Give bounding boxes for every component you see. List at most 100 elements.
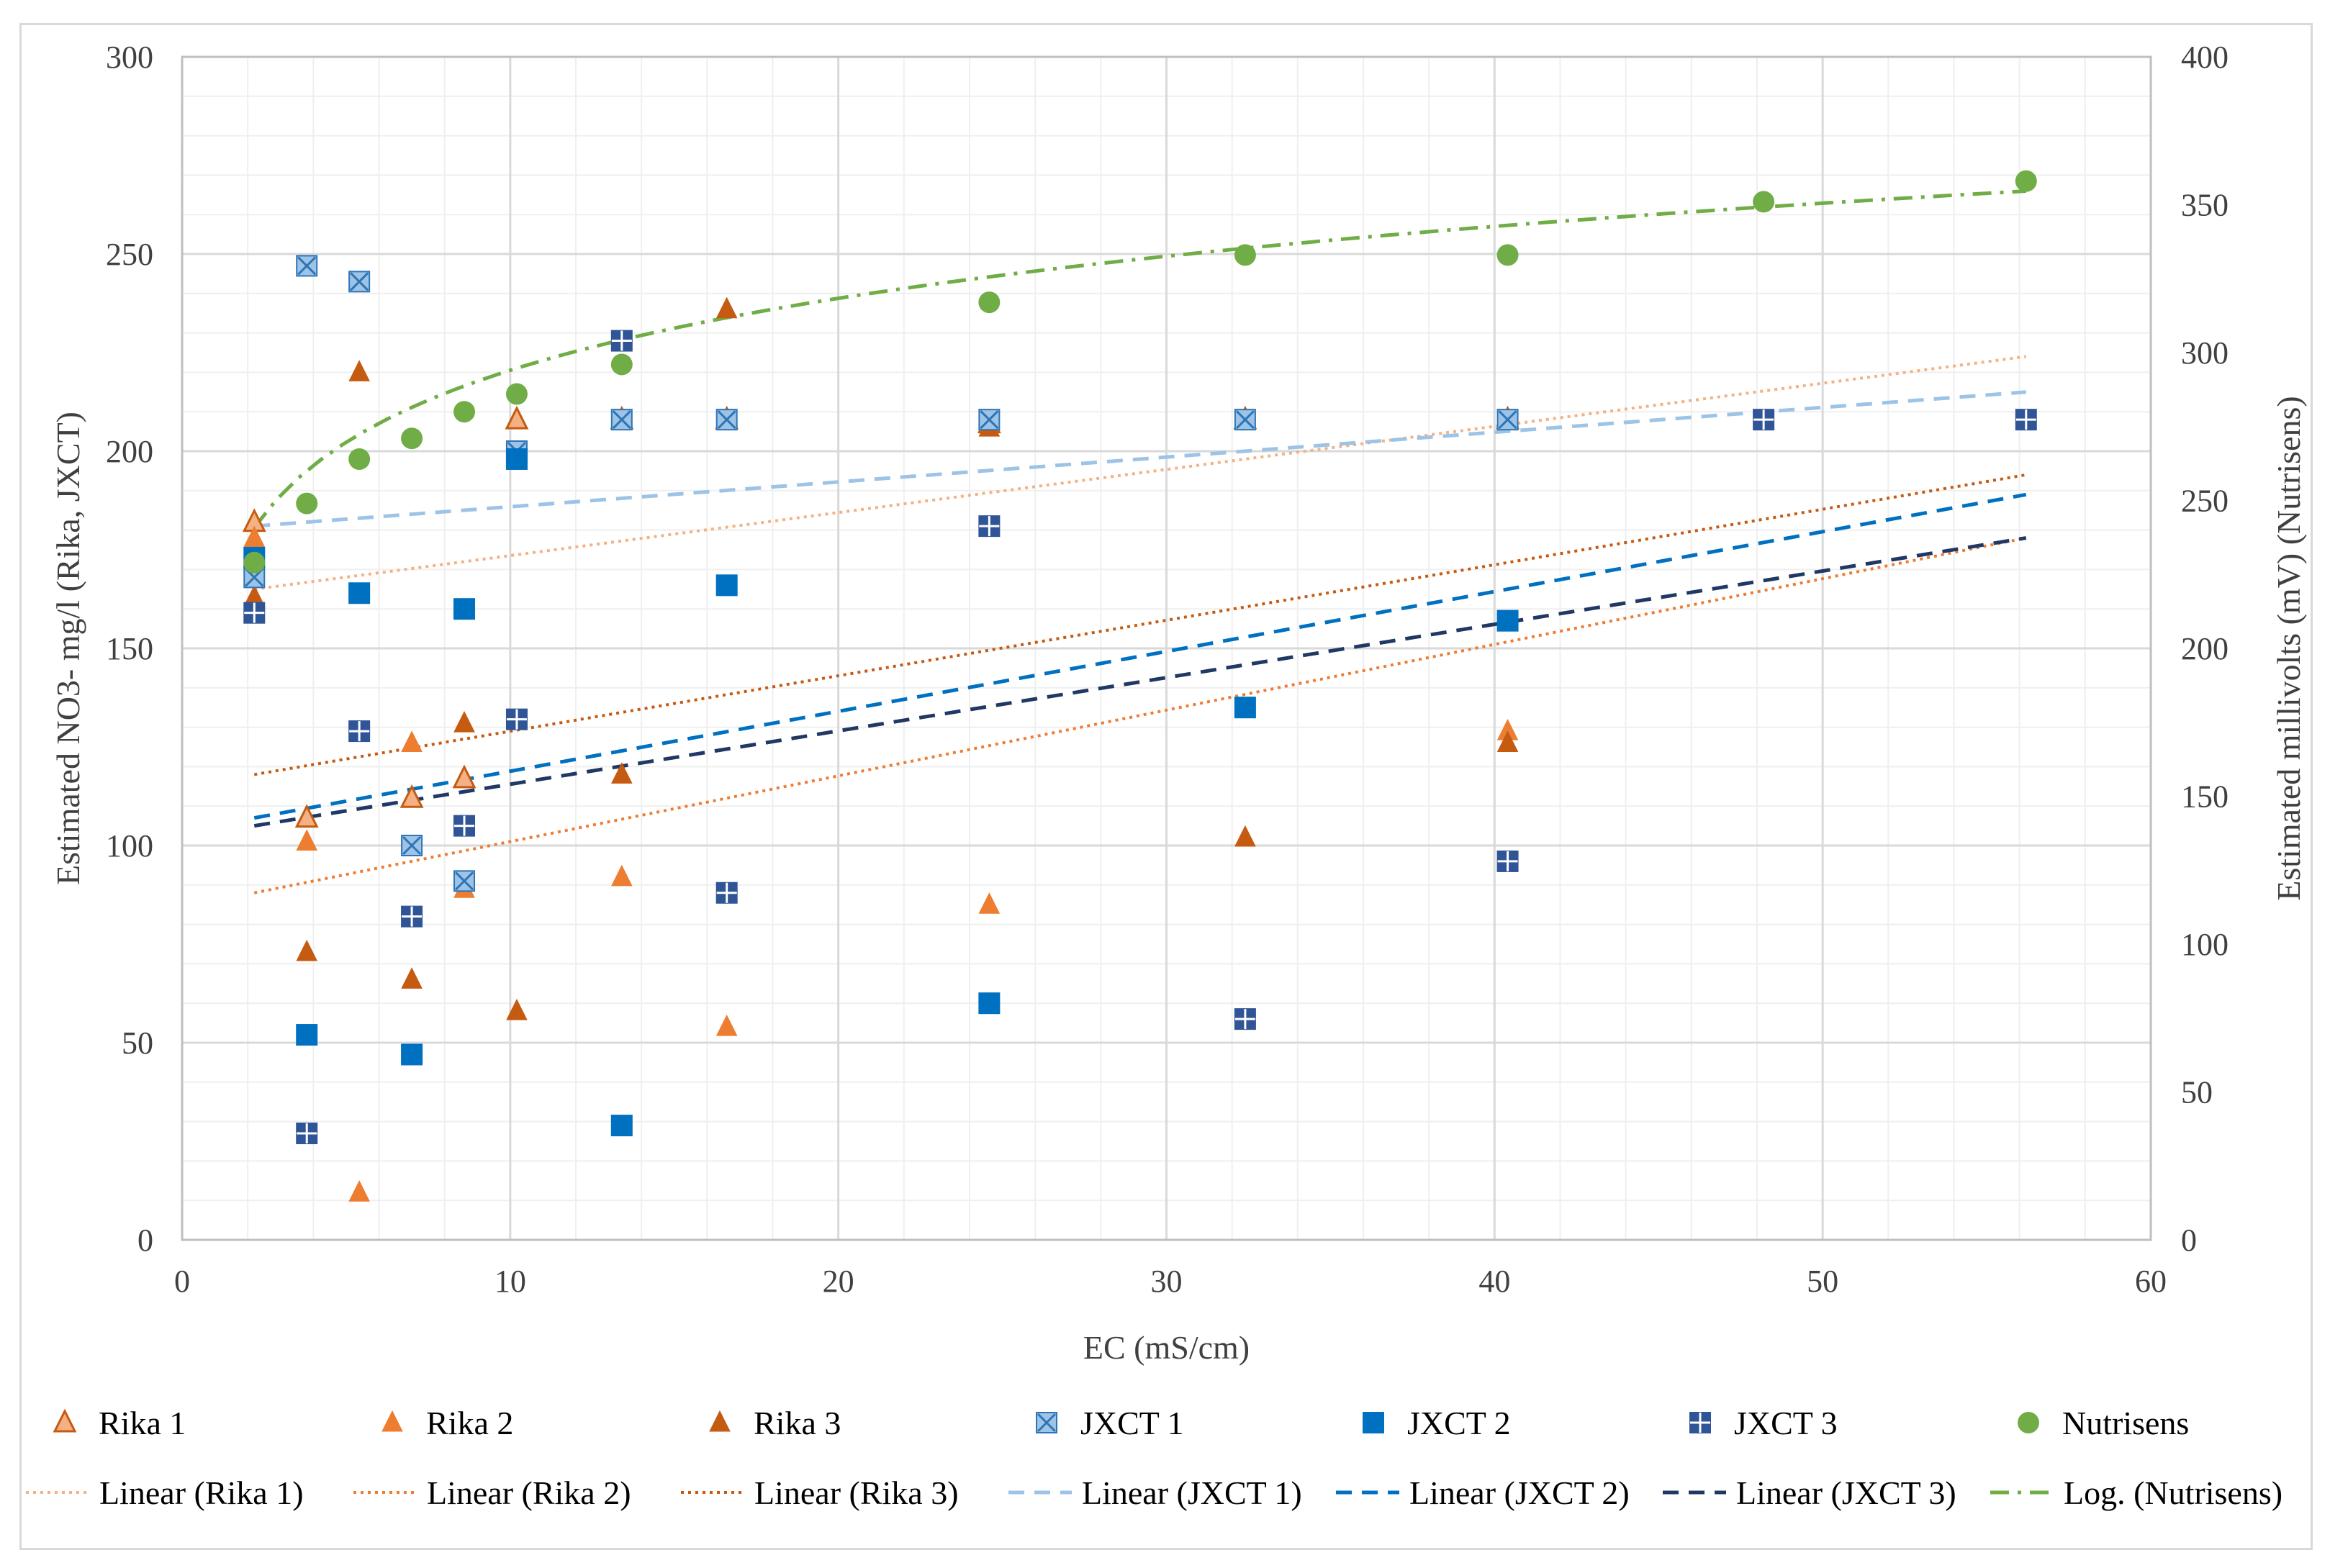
y-tick-label: 0 bbox=[137, 1223, 153, 1258]
point-rika-3-7 bbox=[611, 762, 633, 784]
legend-label-6: JXCT 3 bbox=[1734, 1405, 1838, 1441]
point-rika-1-5 bbox=[505, 405, 529, 430]
point-jxct-2-11 bbox=[1496, 609, 1519, 632]
point-nutrisens-11 bbox=[1753, 191, 1775, 213]
point-nutrisens-9 bbox=[1234, 244, 1256, 266]
point-rika-2-8 bbox=[978, 892, 1001, 914]
point-jxct-3-5-plus bbox=[454, 815, 475, 836]
legend-label-3: Rika 3 bbox=[754, 1405, 841, 1441]
point-jxct-1-3-cross bbox=[350, 272, 369, 291]
point-rika-2-4 bbox=[401, 730, 423, 753]
y-tick-label: 100 bbox=[106, 828, 153, 864]
point-nutrisens-12 bbox=[2015, 170, 2037, 192]
point-nutrisens-6 bbox=[505, 383, 528, 405]
trendline-6 bbox=[253, 536, 2027, 828]
legend-label-4: JXCT 1 bbox=[1080, 1405, 1184, 1441]
legend-marker-6 bbox=[1689, 1412, 1711, 1433]
x-tick-label: 0 bbox=[174, 1264, 190, 1299]
y2-tick-label: 300 bbox=[2181, 335, 2229, 371]
point-jxct-1-2 bbox=[296, 255, 318, 277]
point-jxct-3-8-plus bbox=[716, 882, 737, 903]
trendline-2 bbox=[253, 536, 2027, 894]
legend-trend-label-3: Linear (Rika 3) bbox=[754, 1474, 959, 1511]
point-jxct-1-7 bbox=[610, 409, 633, 431]
legend: Rika 1 Rika 2 Rika 3 JXCT 1 JXCT 2 JXCT 3 Nutr… bbox=[26, 1405, 2282, 1511]
point-jxct-3-10-plus bbox=[1234, 1009, 1255, 1030]
point-jxct-2-11-box bbox=[1496, 609, 1519, 632]
point-jxct-2-3 bbox=[348, 582, 371, 604]
point-jxct-2-10-box bbox=[1234, 697, 1256, 719]
point-jxct-2-3-box bbox=[348, 582, 371, 604]
legend-marker-3 bbox=[709, 1410, 731, 1432]
x-tick-label: 10 bbox=[495, 1264, 526, 1299]
point-jxct-3-11 bbox=[1496, 850, 1519, 872]
point-jxct-1-11 bbox=[1496, 409, 1519, 431]
point-rika-2-1 bbox=[243, 525, 266, 548]
x-axis-title: EC (mS/cm) bbox=[1083, 1329, 1250, 1366]
x-tick-label: 40 bbox=[1478, 1264, 1510, 1299]
plot-area-border bbox=[181, 55, 2152, 1241]
point-jxct-1-7-cross bbox=[612, 410, 631, 430]
point-jxct-2-4-box bbox=[401, 1043, 423, 1066]
point-jxct-3-3 bbox=[348, 720, 371, 743]
chart-frame bbox=[19, 23, 2313, 1550]
tick-labels: 0 10 20 30 40 50 60 0 50 100 150 200 250 300 0 50 100 150… bbox=[106, 40, 2229, 1299]
point-jxct-1-4 bbox=[401, 835, 423, 856]
point-nutrisens-10 bbox=[1496, 244, 1519, 266]
point-rika-3-5 bbox=[453, 711, 475, 733]
y2-tick-label: 50 bbox=[2181, 1075, 2213, 1110]
point-rika-3-4 bbox=[401, 967, 423, 989]
point-jxct-3-9 bbox=[978, 515, 1001, 538]
point-jxct-2-2 bbox=[296, 1024, 318, 1046]
legend-label-7: Nutrisens bbox=[2062, 1405, 2189, 1441]
y2-tick-label: 400 bbox=[2181, 40, 2229, 75]
legend-marker-4-cross bbox=[1037, 1413, 1057, 1433]
point-jxct-1-10 bbox=[1234, 409, 1256, 431]
point-jxct-3-4 bbox=[401, 905, 423, 928]
major-gridlines bbox=[181, 55, 2152, 1241]
point-jxct-3-8 bbox=[715, 882, 738, 904]
y2-axis-title: Estimated millivolts (mV) (Nutrisens) bbox=[2270, 396, 2307, 900]
point-rika-3-3 bbox=[348, 360, 370, 381]
point-jxct-2-9 bbox=[978, 992, 1001, 1015]
legend-marker-6-plus bbox=[1690, 1413, 1710, 1433]
trendline-3 bbox=[253, 473, 2027, 776]
point-jxct-1-5-cross bbox=[454, 871, 474, 891]
x-tick-label: 60 bbox=[2135, 1264, 2167, 1299]
point-jxct-3-1 bbox=[243, 602, 266, 624]
point-jxct-1-5 bbox=[453, 870, 476, 892]
point-jxct-3-2 bbox=[296, 1123, 318, 1145]
point-rika-1-4 bbox=[452, 764, 477, 789]
point-jxct-2-5 bbox=[453, 598, 476, 620]
point-jxct-2-8-box bbox=[715, 574, 738, 597]
point-jxct-1-9-cross bbox=[980, 410, 999, 430]
point-nutrisens-3 bbox=[348, 448, 371, 470]
point-rika-2-7 bbox=[715, 1014, 738, 1036]
trendline-4 bbox=[254, 390, 2026, 528]
trendline-5 bbox=[253, 492, 2027, 820]
point-jxct-3-3-plus bbox=[349, 721, 370, 742]
point-jxct-3-2-plus bbox=[297, 1123, 317, 1144]
x-tick-label: 50 bbox=[1807, 1264, 1838, 1299]
legend-marker-4 bbox=[1036, 1412, 1057, 1433]
y2-tick-label: 0 bbox=[2181, 1223, 2197, 1258]
legend-trend-label-2: Linear (Rika 2) bbox=[427, 1474, 631, 1511]
point-jxct-3-11-plus bbox=[1497, 851, 1518, 871]
point-jxct-1-9 bbox=[978, 409, 1001, 431]
legend-marker-7 bbox=[2018, 1412, 2039, 1433]
point-jxct-2-9-box bbox=[978, 992, 1001, 1015]
point-jxct-2-6-box bbox=[505, 448, 528, 470]
point-nutrisens-5 bbox=[453, 401, 476, 423]
legend-marker-5 bbox=[1363, 1412, 1384, 1433]
point-jxct-2-10 bbox=[1234, 697, 1256, 719]
point-rika-3-2 bbox=[296, 939, 318, 961]
point-jxct-3-5 bbox=[453, 815, 476, 837]
y-tick-label: 150 bbox=[106, 631, 153, 666]
point-jxct-3-6-plus bbox=[506, 709, 527, 730]
point-rika-2-3 bbox=[348, 1180, 370, 1202]
point-jxct-3-13 bbox=[2015, 409, 2037, 431]
point-rika-3-10 bbox=[1234, 825, 1256, 847]
y-axis-title: Estimated NO3- mg/l (Rika, JXCT) bbox=[50, 412, 86, 885]
point-jxct-2-7-box bbox=[610, 1115, 633, 1137]
point-rika-2-6 bbox=[611, 864, 633, 887]
